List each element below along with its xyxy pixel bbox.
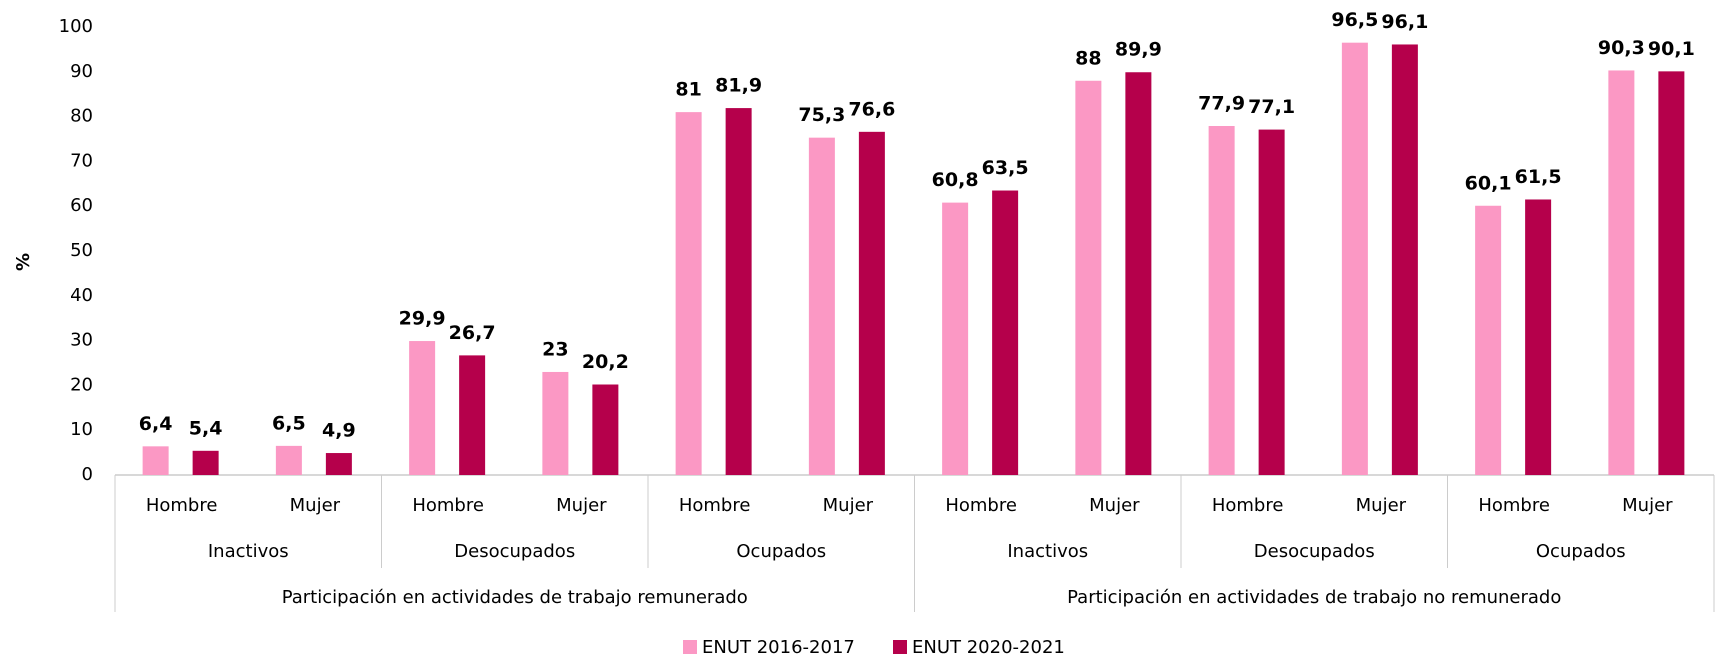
data-label: 20,2 <box>582 351 629 373</box>
data-label: 29,9 <box>399 308 446 330</box>
bar <box>275 445 302 475</box>
data-label: 23 <box>542 338 568 360</box>
y-tick-label: 90 <box>70 61 93 82</box>
bar <box>725 108 752 475</box>
x-tick-label: Hombre <box>412 495 484 516</box>
legend-swatch <box>683 640 697 654</box>
bar <box>1475 205 1502 475</box>
group-label: Ocupados <box>736 541 826 562</box>
data-label: 81 <box>675 79 701 101</box>
legend-label: ENUT 2020-2021 <box>912 637 1065 658</box>
data-label: 77,1 <box>1248 96 1295 118</box>
bar <box>1208 126 1235 476</box>
data-label: 81,9 <box>715 75 762 97</box>
bar <box>1341 42 1368 476</box>
legend-swatch <box>893 640 907 654</box>
bar <box>192 450 219 475</box>
data-label: 60,8 <box>932 169 979 191</box>
data-label: 75,3 <box>798 104 845 126</box>
data-label: 5,4 <box>189 417 223 439</box>
data-label: 96,1 <box>1381 11 1428 33</box>
y-tick-label: 10 <box>70 419 93 440</box>
y-tick-label: 100 <box>59 16 93 37</box>
group-label: Inactivos <box>1007 541 1088 562</box>
y-tick-label: 0 <box>82 464 93 485</box>
data-label: 77,9 <box>1198 93 1245 115</box>
bar <box>808 137 835 475</box>
bar <box>409 341 436 475</box>
supergroup-label: Participación en actividades de trabajo … <box>1067 587 1561 608</box>
bar <box>1075 80 1102 475</box>
x-tick-label: Hombre <box>146 495 218 516</box>
bar <box>325 453 352 475</box>
bar <box>1391 44 1418 476</box>
x-tick-label: Mujer <box>1356 495 1407 516</box>
group-label: Ocupados <box>1536 541 1626 562</box>
group-label: Inactivos <box>208 541 289 562</box>
data-label: 89,9 <box>1115 39 1162 61</box>
data-label: 60,1 <box>1465 172 1512 194</box>
y-tick-label: 70 <box>70 150 93 171</box>
data-label: 88 <box>1075 47 1101 69</box>
y-axis-label: % <box>13 253 34 271</box>
data-label: 26,7 <box>449 322 496 344</box>
group-label: Desocupados <box>1254 541 1375 562</box>
data-label: 76,6 <box>848 98 895 120</box>
x-tick-label: Mujer <box>290 495 341 516</box>
data-label: 96,5 <box>1331 9 1378 31</box>
bar <box>1658 71 1685 476</box>
x-tick-label: Mujer <box>1622 495 1673 516</box>
x-tick-label: Hombre <box>679 495 751 516</box>
bar <box>459 355 486 475</box>
x-tick-label: Mujer <box>1089 495 1140 516</box>
x-tick-label: Hombre <box>945 495 1017 516</box>
data-label: 61,5 <box>1515 166 1562 188</box>
bar <box>1525 199 1552 476</box>
x-tick-label: Hombre <box>1478 495 1550 516</box>
bar <box>1608 70 1635 476</box>
bar <box>592 384 619 475</box>
bar <box>675 112 702 476</box>
bar <box>1125 72 1152 476</box>
data-label: 90,3 <box>1598 37 1645 59</box>
data-label: 6,4 <box>139 413 173 435</box>
supergroup-label: Participación en actividades de trabajo … <box>282 587 748 608</box>
bar <box>942 202 969 475</box>
y-tick-label: 20 <box>70 374 93 395</box>
data-label: 90,1 <box>1648 38 1695 60</box>
bar <box>858 131 885 475</box>
data-label: 63,5 <box>982 157 1029 179</box>
bar <box>992 190 1019 475</box>
x-tick-label: Mujer <box>556 495 607 516</box>
bar <box>542 371 569 475</box>
y-tick-label: 80 <box>70 106 93 127</box>
y-tick-label: 50 <box>70 240 93 261</box>
y-tick-label: 60 <box>70 195 93 216</box>
x-tick-label: Mujer <box>823 495 874 516</box>
bar <box>1258 129 1285 476</box>
data-label: 6,5 <box>272 412 306 434</box>
data-label: 4,9 <box>322 420 356 442</box>
legend-label: ENUT 2016-2017 <box>702 637 855 658</box>
bar <box>142 446 169 475</box>
group-label: Desocupados <box>454 541 575 562</box>
x-tick-label: Hombre <box>1212 495 1284 516</box>
y-tick-label: 40 <box>70 285 93 306</box>
y-tick-label: 30 <box>70 330 93 351</box>
